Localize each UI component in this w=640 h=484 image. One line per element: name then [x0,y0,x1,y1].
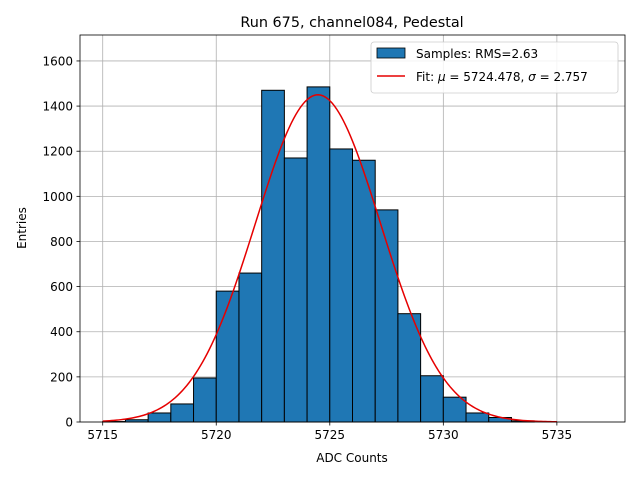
y-tick-label: 1400 [42,100,73,114]
legend-fit-label: Fit: μ = 5724.478, σ = 2.757 [416,70,588,84]
histogram-bar [330,149,353,422]
y-axis-label: Entries [15,207,29,249]
histogram-bar [284,158,307,422]
histogram-bar [421,376,444,422]
legend-samples-label: Samples: RMS=2.63 [416,47,538,61]
y-tick-label: 0 [65,416,73,430]
y-tick-label: 800 [50,235,73,249]
x-tick-label: 5735 [542,428,573,442]
y-tick-label: 1600 [42,54,73,68]
y-tick-label: 1200 [42,145,73,159]
y-tick-label: 200 [50,370,73,384]
histogram-bar [194,378,217,422]
histogram-bar [239,273,262,422]
histogram-bar [262,90,285,422]
x-tick-label: 5720 [201,428,232,442]
histogram-bar [148,413,171,422]
histogram-bar [307,87,330,422]
histogram-bar [466,413,489,422]
legend: Samples: RMS=2.63 Fit: μ = 5724.478, σ =… [371,42,618,93]
histogram-bar [443,397,466,422]
x-tick-label: 5725 [315,428,346,442]
y-tick-label: 400 [50,325,73,339]
x-axis-label: ADC Counts [316,451,388,465]
legend-samples-swatch [377,48,405,58]
x-tick-label: 5715 [87,428,118,442]
histogram-bar [216,291,239,422]
histogram-bar [353,160,376,422]
histogram-bar [171,404,194,422]
x-tick-label: 5730 [428,428,459,442]
chart-title: Run 675, channel084, Pedestal [240,15,463,31]
y-tick-label: 600 [50,280,73,294]
y-tick-label: 1000 [42,190,73,204]
